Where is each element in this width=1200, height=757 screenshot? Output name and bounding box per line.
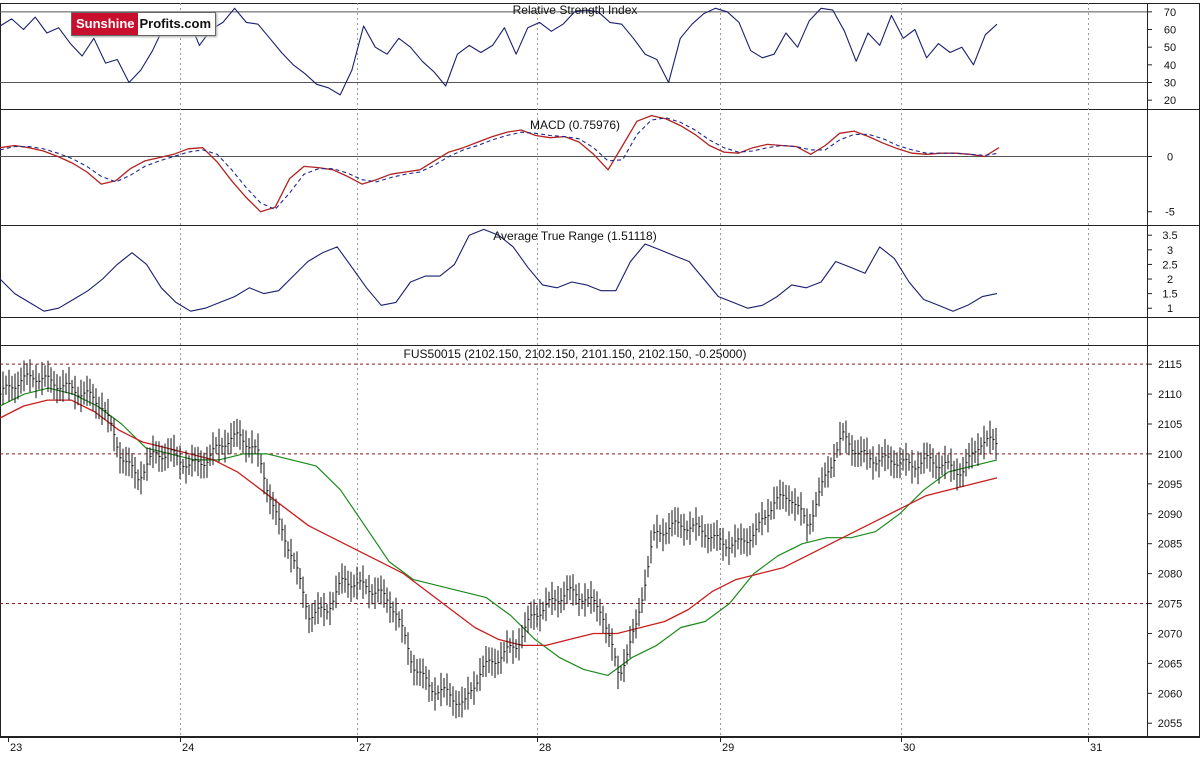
y-tick-labels: 70 60 50 40 30 20 0 -5 3.5 3 2.5 2 1.5 1 2115 2110 2105 2… <box>1147 7 1182 730</box>
chart-frame <box>0 3 1200 738</box>
macd-title: MACD (0.75976) <box>530 118 620 132</box>
price-ytick-label-11: 2060 <box>1158 688 1182 700</box>
price-title: FUS50015 (2102.150, 2102.150, 2101.150, … <box>404 347 747 361</box>
x-tick-label-6: 31 <box>1090 742 1102 754</box>
series-lines <box>0 7 1000 676</box>
macd-series-1-line <box>0 117 1000 211</box>
gridlines <box>180 3 1089 737</box>
atr-title: Average True Range (1.51118) <box>493 229 656 243</box>
x-tick-label-5: 30 <box>903 742 915 754</box>
price-ytick-label-9: 2070 <box>1158 628 1182 640</box>
rsi-ytick-label-0: 70 <box>1164 7 1176 19</box>
price-ytick-label-8: 2075 <box>1158 599 1182 611</box>
macd-series-0-line <box>0 114 1000 213</box>
sunshine-profits-logo: Sunshine Profits.com <box>71 12 217 36</box>
atr-ytick-label-4: 1.5 <box>1162 289 1177 301</box>
reference-lines <box>0 11 1147 605</box>
x-tick-label-1: 24 <box>182 742 194 754</box>
price-series-1-line <box>0 387 998 676</box>
atr-series-0-line <box>0 228 998 312</box>
price-series-2-line <box>0 399 998 647</box>
price-ytick-label-2: 2105 <box>1158 419 1182 431</box>
x-tick-label-3: 28 <box>539 742 551 754</box>
rsi-ytick-label-2: 50 <box>1164 42 1176 54</box>
x-tick-label-4: 29 <box>722 742 734 754</box>
price-bars <box>0 359 998 719</box>
price-ytick-label-0: 2115 <box>1158 359 1182 371</box>
macd-ytick-label-0: 0 <box>1167 152 1173 164</box>
price-ytick-label-7: 2080 <box>1158 569 1182 581</box>
macd-ytick-label-1: -5 <box>1165 207 1175 219</box>
rsi-ytick-label-4: 30 <box>1164 78 1176 90</box>
logo-part-1: Sunshine <box>72 13 138 35</box>
atr-ytick-label-0: 3.5 <box>1162 230 1177 242</box>
price-ytick-label-1: 2110 <box>1158 389 1182 401</box>
price-ytick-label-12: 2055 <box>1158 718 1182 730</box>
price-ytick-label-6: 2085 <box>1158 539 1182 551</box>
x-tick-label-0: 23 <box>10 742 22 754</box>
price-ytick-label-3: 2100 <box>1158 449 1182 461</box>
x-tick-labels: 23 24 27 28 29 30 31 <box>8 737 1102 754</box>
atr-ytick-label-5: 1 <box>1167 303 1173 315</box>
rsi-ytick-label-5: 20 <box>1164 95 1176 107</box>
price-ytick-label-4: 2095 <box>1158 479 1182 491</box>
price-ytick-label-10: 2065 <box>1158 658 1182 670</box>
rsi-ytick-label-3: 40 <box>1164 60 1176 72</box>
price-ytick-label-5: 2090 <box>1158 509 1182 521</box>
atr-ytick-label-1: 3 <box>1167 245 1173 257</box>
rsi-title: Relative Strength Index <box>513 3 638 17</box>
x-tick-label-2: 27 <box>359 742 371 754</box>
atr-ytick-label-3: 2 <box>1167 274 1173 286</box>
atr-ytick-label-2: 2.5 <box>1162 259 1177 271</box>
rsi-ytick-label-1: 60 <box>1164 25 1176 37</box>
logo-part-2: Profits.com <box>137 13 216 35</box>
